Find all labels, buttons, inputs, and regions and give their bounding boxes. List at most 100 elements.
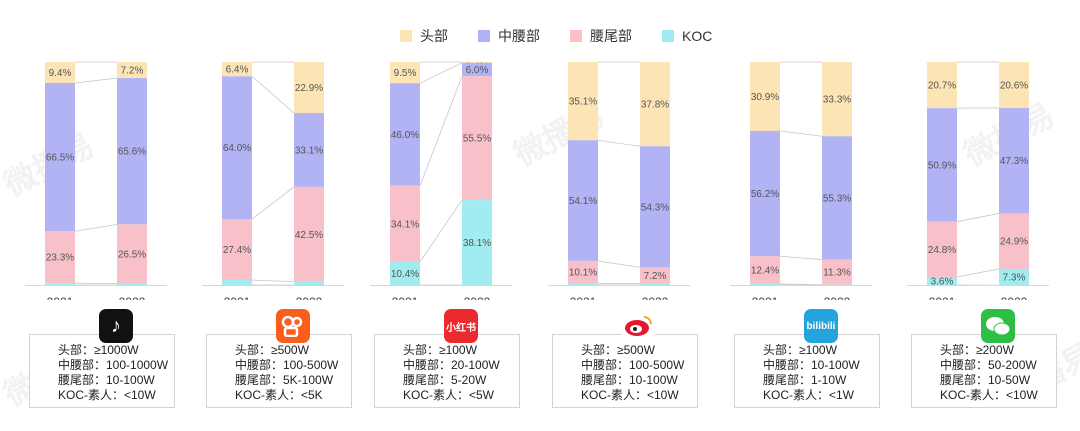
bar-segment [117, 283, 147, 285]
data-label: 10.1% [569, 268, 597, 279]
x-tick-label: 2022 [119, 295, 146, 300]
legend-swatch [570, 30, 582, 42]
threshold-line: 中腰部：100-500W [581, 358, 685, 372]
connector-line [779, 130, 823, 137]
legend-label: KOC [682, 28, 713, 44]
threshold-line: KOC-素人：<10W [58, 388, 156, 402]
data-label: 7.2% [121, 66, 144, 77]
threshold-line: KOC-素人：<5W [403, 388, 495, 402]
bar-segment [822, 62, 852, 137]
legend-item: 中腰部 [478, 26, 540, 46]
connector-line [251, 75, 295, 114]
threshold-line: KOC-素人：<1W [763, 388, 855, 402]
platform-chart: 35.1% 54.1% 10.1% 2021 37.8% 54.3% 7.2% 2022 [548, 61, 690, 300]
platform-chart: 9.4% 66.5% 23.3% 2021 7.2% 65.6% 26.5% 2022 [25, 61, 167, 300]
threshold-line: 头部：≥1000W [58, 343, 139, 357]
bar-segment [45, 283, 75, 285]
data-label: 27.4% [223, 245, 251, 256]
bar-segment [640, 62, 670, 147]
threshold-info-box: 头部：≥200W 中腰部：50-200W 腰尾部：10-50W KOC-素人：<10W [911, 334, 1057, 408]
data-label: 20.6% [1000, 80, 1028, 91]
x-tick-label: 2022 [1001, 295, 1028, 300]
x-tick-label: 2021 [929, 295, 956, 300]
bar-segment [927, 276, 957, 285]
data-label: 24.9% [1000, 237, 1028, 248]
data-label: 55.5% [463, 134, 491, 145]
threshold-info-box: 头部：≥100W 中腰部：10-100W 腰尾部：1-10W KOC-素人：<1W [734, 334, 880, 408]
data-label: 33.1% [295, 145, 323, 156]
platform-chart: 9.5%46.0%34.1%10.4%20210.4%6.0%55.5%38.1… [370, 62, 512, 300]
data-label: 9.5% [394, 68, 417, 79]
bar-segment [294, 281, 324, 285]
threshold-line: 中腰部：100-500W [235, 358, 339, 372]
threshold-line: 中腰部：100-1000W [58, 358, 169, 372]
platform-chart: 20.7% 50.9% 24.8% 3.6% 2021 20.6% 47.3% 24.9% 7.… [907, 61, 1049, 300]
bar-segment [45, 82, 75, 232]
logo-text: 小红书 [446, 322, 476, 334]
threshold-line: 中腰部：10-100W [763, 358, 860, 372]
x-tick-label: 2021 [392, 295, 419, 300]
data-label: 66.5% [46, 153, 74, 164]
threshold-line: 腰尾部：10-100W [581, 373, 678, 387]
bar-segment [390, 261, 420, 285]
bar-segment [222, 280, 252, 285]
platform-chart: 6.4% 64.0% 27.4% 2021 22.9% 33.1% 42.5% 2022 [202, 61, 344, 300]
data-label: 6.4% [226, 65, 249, 76]
data-label: 65.6% [118, 147, 146, 158]
data-label: 46.0% [391, 130, 419, 141]
x-tick-label: 2022 [296, 295, 323, 300]
music-note-icon: ♪ [111, 314, 121, 337]
threshold-info-box: 头部：≥500W 中腰部：100-500W 腰尾部：5K-100W KOC-素人：<5… [206, 334, 352, 408]
bar-segment [222, 62, 252, 77]
bar-segment [822, 136, 852, 260]
data-label: 3.6% [931, 276, 954, 287]
bar-segment [568, 283, 598, 285]
bar-segment [117, 78, 147, 225]
weibo-logo [622, 309, 656, 343]
bar-segment [999, 107, 1029, 214]
platform-chart: 30.9% 56.2% 12.4% 2021 33.3% 55.3% 11.3% 2022 [730, 61, 872, 300]
data-label: 35.1% [569, 97, 597, 108]
bar-segment [462, 62, 492, 63]
threshold-line: 中腰部：50-200W [940, 358, 1037, 372]
bar-segment [390, 185, 420, 262]
threshold-line: 腰尾部：5K-100W [235, 373, 334, 387]
threshold-info-box: 头部：≥500W 中腰部：100-500W 腰尾部：10-100W KOC-素人：<1… [552, 334, 698, 408]
data-label: 10.4% [391, 269, 419, 280]
x-tick-label: 2021 [570, 295, 597, 300]
bar-segment [640, 283, 670, 285]
legend-swatch [478, 30, 490, 42]
legend-label: 中腰部 [498, 28, 540, 44]
bar-segment [45, 231, 75, 284]
x-tick-label: 2021 [224, 295, 251, 300]
connector-line [597, 139, 641, 147]
data-label: 47.3% [1000, 156, 1028, 167]
connector-line [419, 62, 463, 84]
data-label: 42.5% [295, 230, 323, 241]
chart-legend: 头部 中腰部 腰尾部 KOC [400, 26, 742, 46]
threshold-line: 腰尾部：5-20W [403, 373, 487, 387]
threshold-line: 腰尾部：1-10W [763, 373, 847, 387]
bar-segment [999, 268, 1029, 286]
data-label: 64.0% [223, 143, 251, 154]
logo-text: bilibili [806, 320, 836, 332]
legend-label: 头部 [420, 28, 448, 44]
data-label: 38.1% [463, 238, 491, 249]
bar-segment [750, 256, 780, 284]
data-label: 20.7% [928, 81, 956, 92]
connector-line [74, 223, 118, 232]
bar-segment [222, 76, 252, 219]
data-label: 24.8% [928, 245, 956, 256]
data-label: 54.1% [569, 196, 597, 207]
data-label: 26.5% [118, 249, 146, 260]
data-label: 22.9% [295, 83, 323, 94]
data-label: 9.4% [49, 68, 72, 79]
stacked-bar-charts: 9.4%66.5%23.3%20217.2%65.6%26.5%20226.4%… [25, 61, 1049, 300]
legend-item: KOC [662, 28, 712, 44]
bar-segment [750, 130, 780, 257]
bar-segment [294, 186, 324, 282]
bar-segment [927, 108, 957, 222]
data-label: 37.8% [641, 100, 669, 111]
legend-item: 腰尾部 [570, 26, 632, 46]
data-label: 30.9% [751, 92, 779, 103]
